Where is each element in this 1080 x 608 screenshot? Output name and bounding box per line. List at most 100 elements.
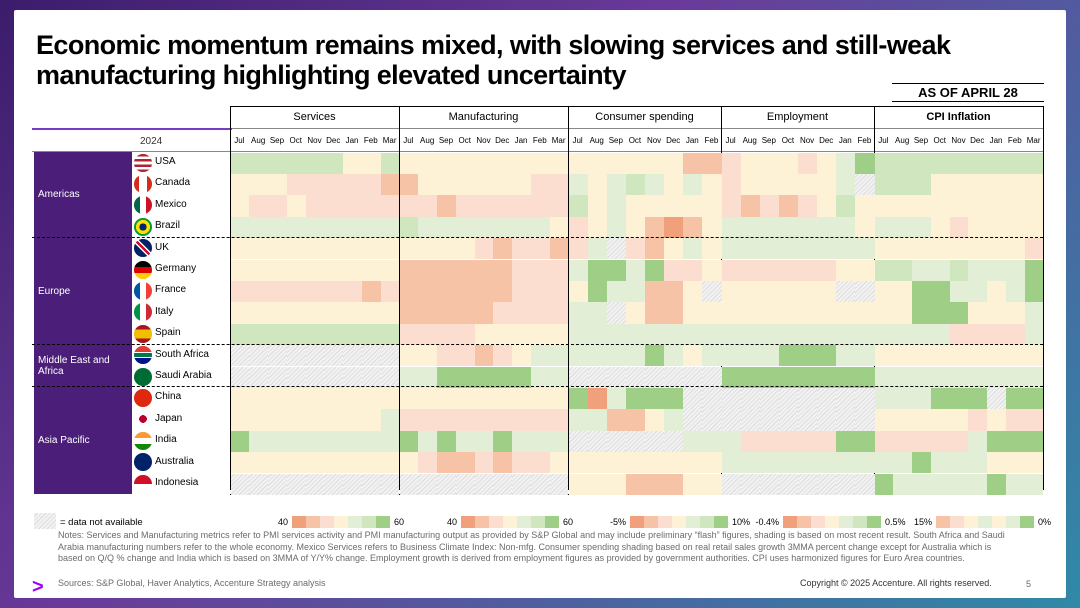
heat-cell [324,430,344,453]
na-label: = data not available [60,517,143,528]
country-label: Mexico [155,198,187,210]
heat-cell [530,152,550,174]
heat-cell [874,152,894,174]
heat-cell [949,452,969,474]
heat-cell [949,280,969,303]
heat-cell [549,280,569,303]
heat-cell [798,238,818,260]
heat-cell [625,430,645,453]
heat-cell [855,238,875,260]
flag-fill [134,410,152,429]
heat-cell [305,302,325,324]
heat-cell [343,238,362,260]
flag-icon [134,324,152,343]
heat-cell [683,345,703,367]
heat-cell [493,152,513,174]
heat-cell [418,473,438,495]
heat-cell [249,345,269,367]
heat-cell [361,452,381,474]
heat-cell [230,473,250,495]
heat-cell [664,173,684,196]
legend-swatch [1006,516,1020,528]
heat-cell [759,259,779,281]
heat-cell [474,323,494,346]
heat-cell [380,387,400,410]
flag-icon [134,303,152,322]
heat-cell [1024,173,1044,196]
flag-fill [134,453,152,472]
heat-cell [912,195,931,217]
flag-icon [134,431,152,450]
heat-cell [645,452,665,474]
legend-high: 10% [732,517,751,527]
header-top-border [230,106,1043,107]
legend-low: -0.4% [755,517,779,527]
month-label: Aug [742,136,757,145]
heat-cell [987,452,1006,474]
heat-cell [1024,152,1044,174]
heat-cell [817,259,837,281]
country-label: Germany [155,263,197,274]
heat-cell [437,366,456,388]
heat-cell [455,152,475,174]
heat-cell [474,195,494,217]
heat-cell [286,152,306,174]
heat-cell [286,323,306,346]
heat-cell [455,366,475,388]
heat-cell [606,473,626,495]
heat-cell [1005,473,1025,495]
month-label: Nov [307,136,322,145]
heat-cell [568,280,588,303]
heat-cell [664,366,684,388]
heat-cell [530,387,550,410]
heat-cell [474,216,494,239]
heat-cell [493,302,513,324]
heat-cell [493,323,513,346]
heat-cell [418,409,438,431]
heat-cell [912,280,931,303]
month-label: Feb [363,136,378,145]
purple-accent-line [32,128,232,130]
heat-cell [530,195,550,217]
heat-cell [606,259,626,281]
flag-fill [134,303,152,322]
month-label: Dec [970,136,985,145]
heat-cell [361,238,381,260]
heat-cell [912,387,931,410]
heat-cell [1005,280,1025,303]
heat-cell [305,323,325,346]
month-label: Nov [476,136,491,145]
heat-cell [1024,259,1044,281]
heat-cell [683,280,703,303]
legend-swatch [292,516,306,528]
region-divider [32,386,1043,388]
country-label: Saudi Arabia [155,370,212,381]
heat-cell [836,430,856,453]
flag-fill [134,346,152,365]
heat-cell [286,216,306,239]
heat-cell [568,452,588,474]
legend-swatch [517,516,531,528]
heat-cell [512,216,531,239]
country-label: China [155,391,182,403]
flag-fill [134,196,152,215]
country-label: USA [155,156,176,167]
heat-cell [1005,409,1025,431]
heat-cell [568,409,588,431]
heat-cell [587,259,607,281]
heat-cell [949,152,969,174]
heat-cell [549,409,569,431]
heat-cell [912,473,931,495]
heat-cell [493,280,513,303]
heat-cell [455,345,475,367]
heat-cell [512,302,531,324]
heat-cell [399,452,419,474]
heat-cell [380,173,400,196]
heat-cell [702,473,722,495]
slide-title: Economic momentum remains mixed, with sl… [36,30,951,90]
heat-cell [399,387,419,410]
heat-cell [493,195,513,217]
heat-cell [324,473,344,495]
legend-swatch [362,516,376,528]
heat-cell [740,173,760,196]
